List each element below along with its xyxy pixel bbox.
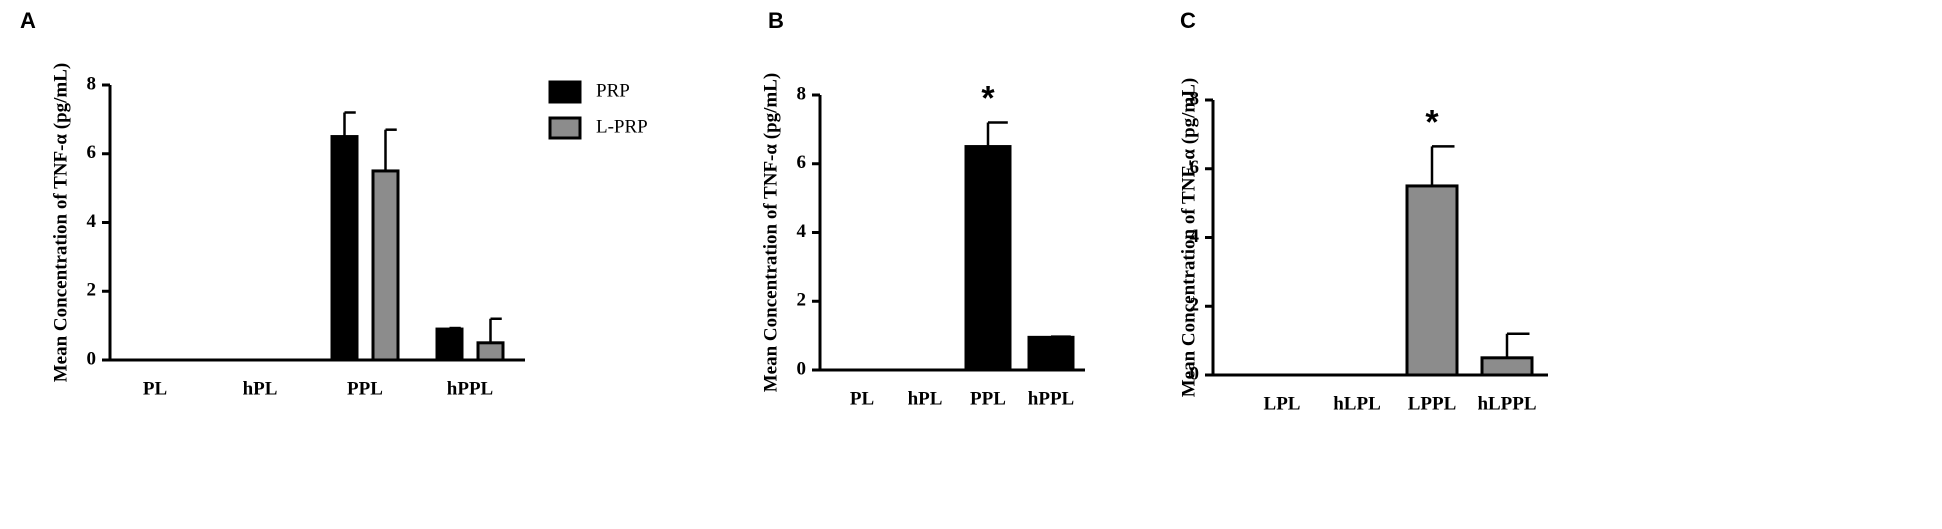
x-tick-label: hPL: [243, 378, 278, 399]
bar: [964, 145, 1012, 372]
x-tick-label: hPPL: [1028, 388, 1074, 409]
x-tick-label: PL: [143, 378, 167, 399]
y-tick-label: 6: [87, 142, 97, 163]
y-tick-label: 8: [797, 83, 807, 104]
x-tick-label: hLPPL: [1477, 393, 1536, 414]
x-tick-label: LPL: [1264, 393, 1301, 414]
bar: [1027, 335, 1075, 372]
bar: [330, 135, 359, 362]
y-tick-label: 4: [1190, 226, 1200, 247]
bar: [1405, 184, 1459, 377]
y-tick-label: 6: [797, 152, 807, 173]
y-tick-label: 0: [797, 358, 807, 379]
bar: [435, 327, 464, 362]
bar: [476, 341, 505, 362]
bar: [371, 169, 400, 362]
y-axis-label: Mean Concentration of TNF-α (pg/mL): [1178, 78, 1199, 398]
legend-swatch: [548, 116, 582, 140]
y-tick-label: 0: [87, 348, 97, 369]
annotation: *: [981, 79, 995, 117]
x-tick-label: hPL: [908, 388, 943, 409]
y-tick-label: 2: [1190, 295, 1200, 316]
panel-label: A: [20, 8, 36, 33]
y-tick-label: 4: [797, 221, 807, 242]
x-tick-label: PL: [850, 388, 874, 409]
legend-label: PRP: [596, 80, 630, 101]
y-tick-label: 8: [1190, 88, 1200, 109]
y-axis-label: Mean Concentration of TNF-α (pg/mL): [50, 63, 71, 383]
x-tick-label: hPPL: [447, 378, 493, 399]
y-tick-label: 6: [1190, 157, 1200, 178]
y-tick-label: 2: [87, 280, 97, 301]
y-tick-label: 8: [87, 73, 97, 94]
bar: [1480, 356, 1534, 377]
y-tick-label: 4: [87, 211, 97, 232]
y-tick-label: 2: [797, 290, 807, 311]
panel-label: C: [1180, 8, 1196, 33]
y-axis-label: Mean Concentration of TNF-α (pg/mL): [760, 73, 781, 393]
legend-swatch: [548, 80, 582, 104]
x-tick-label: LPPL: [1408, 393, 1457, 414]
x-tick-label: PPL: [970, 388, 1006, 409]
annotation: *: [1425, 103, 1439, 141]
legend-label: L-PRP: [596, 116, 648, 137]
x-tick-label: hLPL: [1333, 393, 1381, 414]
panel-label: B: [768, 8, 784, 33]
y-tick-label: 0: [1190, 363, 1200, 384]
x-tick-label: PPL: [347, 378, 383, 399]
